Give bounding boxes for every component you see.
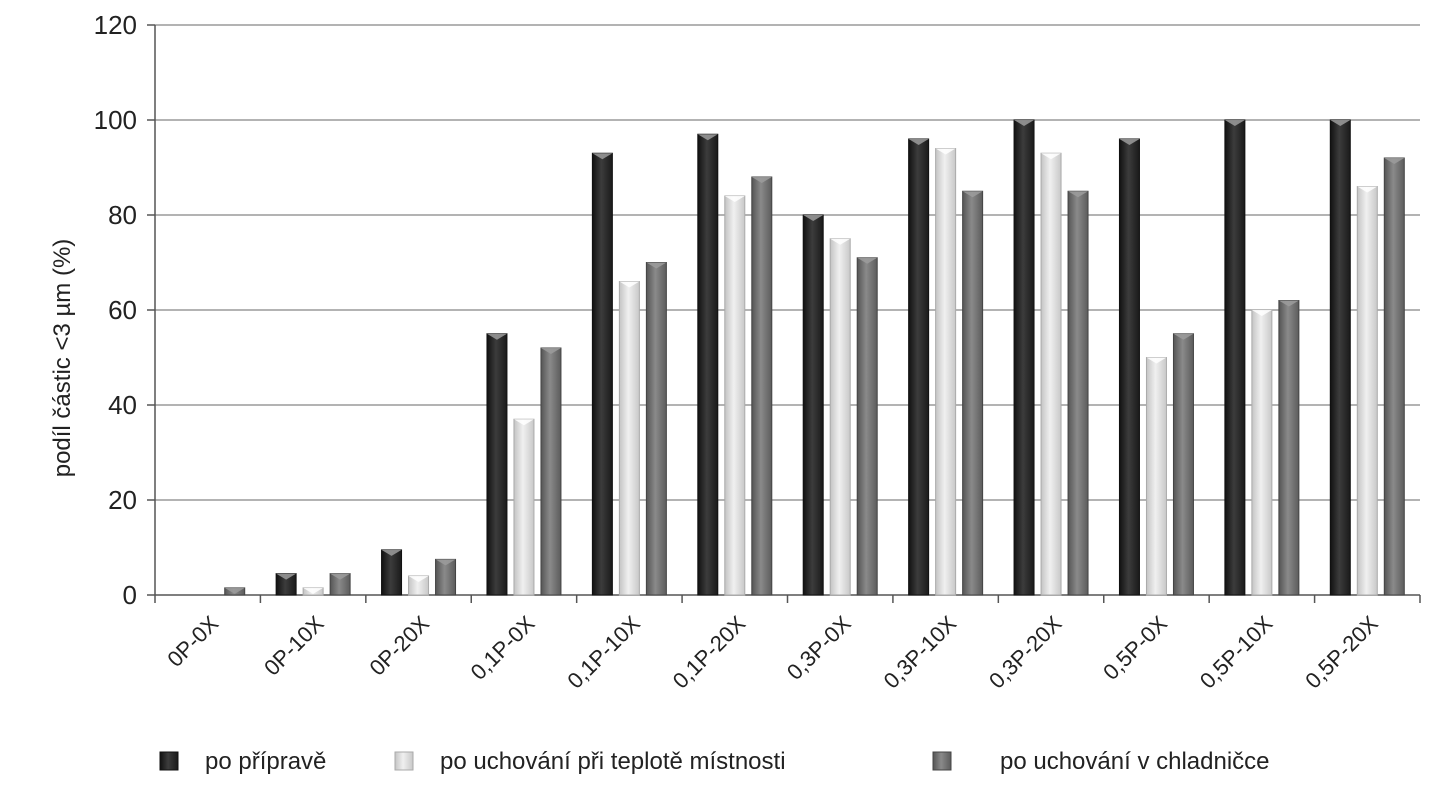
bar-cap: [751, 177, 772, 183]
x-tick-label: 0P-10X: [259, 611, 329, 681]
legend-swatch: [394, 751, 414, 771]
bar-cap: [962, 191, 983, 198]
legend-swatch: [159, 751, 179, 771]
bar: [1118, 138, 1140, 596]
bar-cap: [1041, 153, 1062, 160]
bar-cap: [803, 215, 824, 221]
gridlines: [155, 24, 1420, 501]
x-tick-label: 0,1P-10X: [562, 611, 645, 694]
bar: [1145, 357, 1167, 596]
bar: [1356, 186, 1378, 596]
bar: [618, 281, 640, 596]
x-tick-label: 0,1P-20X: [668, 611, 751, 694]
bar-cap: [619, 281, 640, 288]
bar: [751, 176, 773, 596]
bar-cap: [1146, 357, 1167, 364]
bar: [1040, 152, 1062, 596]
legend-label: po přípravě: [205, 748, 326, 775]
y-tick-label: 100: [94, 105, 137, 135]
bar: [962, 190, 984, 596]
bar-cap: [1119, 139, 1140, 145]
legend-label: po uchování v chladničce: [1000, 748, 1270, 775]
bar-cap: [1330, 120, 1351, 126]
x-tick-label: 0,1P-0X: [466, 611, 540, 685]
bar: [829, 238, 851, 596]
bar-cap: [1278, 300, 1299, 307]
legend-label: po uchování při teplotě místnosti: [440, 748, 786, 775]
bar: [935, 148, 957, 596]
bar: [645, 262, 667, 596]
bar-cap: [408, 576, 429, 582]
bar: [513, 418, 535, 596]
bar-cap: [381, 549, 402, 556]
x-tick-label: 0,3P-20X: [984, 611, 1067, 694]
bar-cap: [224, 587, 245, 594]
bar-cap: [1068, 191, 1089, 198]
bar-cap: [540, 348, 561, 354]
bar-cap: [303, 587, 324, 594]
bar-cap: [724, 196, 745, 202]
bar-cap: [857, 257, 878, 264]
bar: [1278, 300, 1300, 596]
axes: [147, 24, 1421, 603]
bar-cap: [646, 262, 667, 269]
bar-cap: [697, 134, 718, 141]
bar-cap: [1384, 158, 1405, 164]
bar: [591, 152, 613, 596]
x-tick-label: 0P-0X: [162, 611, 223, 672]
bar: [1329, 119, 1351, 596]
y-tick-label: 0: [123, 580, 137, 610]
x-tick-label: 0P-20X: [365, 611, 435, 681]
bar: [381, 549, 403, 596]
bar: [1251, 309, 1273, 596]
bar-cap: [1251, 310, 1272, 316]
bar: [1172, 333, 1194, 596]
bar: [724, 195, 746, 596]
bars: [224, 119, 1405, 596]
bar-cap: [908, 139, 929, 145]
bar-cap: [830, 238, 851, 245]
bar-cap: [513, 419, 534, 426]
bar-cap: [486, 333, 507, 340]
y-tick-label: 40: [108, 390, 137, 420]
bar: [1067, 190, 1089, 596]
bar-cap: [1173, 333, 1194, 340]
x-tick-label: 0,3P-10X: [879, 611, 962, 694]
y-axis-label: podíl částic <3 µm (%): [49, 239, 76, 478]
bar: [908, 138, 930, 596]
bar: [856, 257, 878, 596]
bar: [486, 333, 508, 596]
bar-cap: [592, 153, 613, 160]
y-tick-label: 120: [94, 10, 137, 40]
bar: [1013, 119, 1035, 596]
bar-cap: [276, 573, 297, 580]
x-tick-label: 0,5P-10X: [1195, 611, 1278, 694]
y-tick-label: 80: [108, 200, 137, 230]
legend-swatch: [932, 751, 952, 771]
bar-cap: [935, 148, 956, 155]
y-tick-label: 60: [108, 295, 137, 325]
legend: po přípravě po uchování při teplotě místn…: [159, 748, 1270, 775]
bar-cap: [435, 559, 456, 566]
bar: [697, 133, 719, 596]
x-tick-label: 0,3P-0X: [782, 611, 856, 685]
bar-cap: [1014, 120, 1035, 126]
x-tick-label: 0,5P-0X: [1098, 611, 1172, 685]
bar: [802, 214, 824, 596]
bar-cap: [1357, 186, 1378, 193]
x-tick-label: 0,5P-20X: [1300, 611, 1383, 694]
bar: [1383, 157, 1405, 596]
y-tick-label: 20: [108, 485, 137, 515]
bar: [1224, 119, 1246, 596]
bar: [540, 347, 562, 596]
bar-cap: [330, 573, 351, 580]
bar-cap: [1224, 120, 1245, 126]
